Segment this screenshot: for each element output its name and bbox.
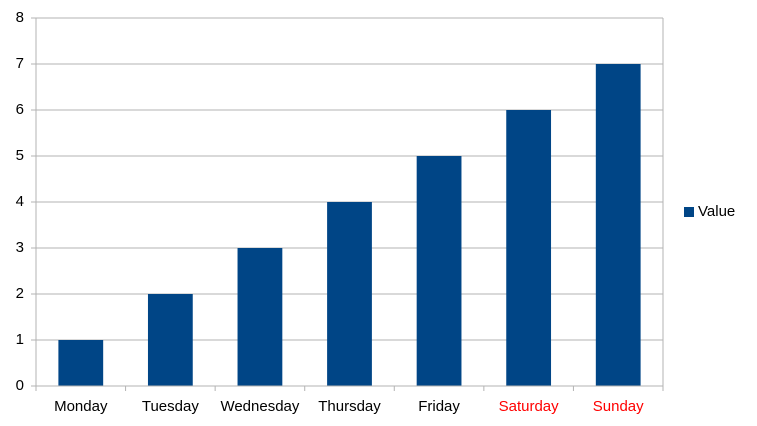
bar <box>506 110 552 386</box>
y-tick-label: 6 <box>16 101 24 118</box>
y-tick-label: 3 <box>16 239 24 256</box>
bar <box>58 340 104 386</box>
y-tick-label: 4 <box>16 193 24 210</box>
bar <box>416 156 462 386</box>
x-tick-label: Sunday <box>593 398 644 415</box>
x-tick-label: Thursday <box>318 398 381 415</box>
bar <box>595 64 641 386</box>
x-tick-label: Saturday <box>499 398 560 415</box>
y-tick-label: 7 <box>16 55 24 72</box>
legend-swatch <box>684 207 694 217</box>
bar <box>327 202 372 386</box>
y-tick-label: 1 <box>16 331 24 348</box>
legend-label: Value <box>698 203 735 220</box>
y-tick-label: 8 <box>16 9 24 26</box>
y-tick-label: 5 <box>16 147 24 164</box>
bar <box>237 248 283 386</box>
y-tick-label: 2 <box>16 285 24 302</box>
x-tick-label: Tuesday <box>142 398 199 415</box>
x-tick-label: Wednesday <box>220 398 299 415</box>
x-tick-label: Monday <box>54 398 108 415</box>
bar <box>147 294 193 386</box>
x-tick-label: Friday <box>418 398 460 415</box>
y-tick-label: 0 <box>16 377 24 394</box>
